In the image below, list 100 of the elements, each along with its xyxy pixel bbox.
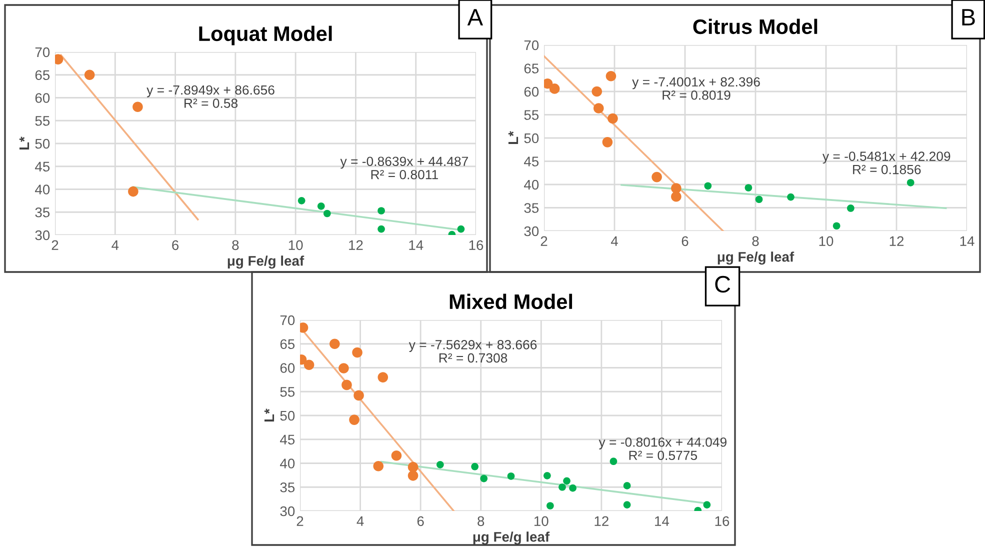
point bbox=[298, 197, 306, 204]
y-tick-label: 60 bbox=[35, 93, 50, 103]
point bbox=[543, 472, 551, 480]
y-tick-label: 30 bbox=[280, 506, 295, 516]
point bbox=[704, 182, 712, 190]
x-tick-label: 10 bbox=[534, 516, 548, 526]
point bbox=[342, 380, 352, 390]
point bbox=[457, 225, 465, 233]
chart-title: Citrus Model bbox=[693, 18, 818, 34]
point bbox=[304, 360, 314, 370]
point bbox=[569, 484, 576, 492]
point bbox=[391, 450, 402, 461]
point bbox=[338, 363, 349, 374]
y-tick-label: 45 bbox=[35, 162, 50, 172]
point bbox=[549, 84, 560, 94]
y-tick-label: 65 bbox=[280, 339, 295, 350]
point bbox=[84, 70, 95, 80]
x-tick-label: 4 bbox=[112, 240, 119, 250]
point bbox=[128, 186, 138, 197]
x-tick-label: 10 bbox=[288, 240, 303, 250]
point bbox=[606, 71, 616, 82]
y-tick-label: 35 bbox=[524, 203, 539, 213]
point bbox=[354, 390, 364, 401]
point bbox=[906, 178, 914, 186]
point bbox=[787, 193, 794, 201]
x-tick-label: 2 bbox=[296, 516, 304, 526]
point bbox=[546, 502, 554, 510]
x-tick-label: 12 bbox=[890, 236, 904, 246]
x-tick-label: 6 bbox=[417, 516, 424, 526]
point bbox=[602, 137, 613, 148]
point bbox=[378, 372, 388, 382]
y-tick-label: 70 bbox=[35, 47, 50, 58]
x-tick-label: 8 bbox=[752, 236, 759, 246]
point bbox=[610, 458, 618, 466]
x-tick-label: 6 bbox=[682, 236, 688, 246]
y-tick-label: 65 bbox=[35, 70, 50, 80]
y-tick-label: 45 bbox=[280, 434, 295, 445]
annotation: y = -7.4001x + 82.396 R² = 0.8019 bbox=[632, 77, 760, 100]
point bbox=[558, 483, 566, 491]
y-tick-label: 55 bbox=[35, 116, 50, 126]
x-tick-label: 10 bbox=[819, 236, 834, 246]
x-tick-label: 12 bbox=[349, 240, 363, 250]
point bbox=[652, 172, 662, 182]
point bbox=[373, 460, 384, 472]
x-tick-label: 8 bbox=[232, 240, 239, 250]
y-tick-label: 70 bbox=[524, 40, 539, 50]
y-tick-label: 40 bbox=[35, 184, 50, 194]
y-tick-label: 50 bbox=[35, 138, 50, 149]
text: C bbox=[715, 276, 730, 293]
point bbox=[832, 222, 840, 230]
y-axis-title: L* bbox=[264, 408, 274, 422]
y-tick-label: 50 bbox=[524, 133, 539, 144]
y-tick-label: 55 bbox=[524, 110, 539, 120]
point bbox=[408, 462, 418, 472]
text: A bbox=[467, 9, 484, 26]
point bbox=[744, 184, 752, 192]
annotation: y = -7.5629x + 83.666 R² = 0.7308 bbox=[408, 340, 537, 363]
point bbox=[480, 474, 488, 482]
y-tick-label: 35 bbox=[35, 207, 50, 218]
x-axis-title: μg Fe/g leaf bbox=[718, 252, 794, 265]
point bbox=[317, 202, 325, 210]
point bbox=[471, 462, 479, 470]
x-axis-title: μg Fe/g leaf bbox=[473, 532, 550, 545]
point bbox=[623, 482, 631, 490]
y-axis-title: L* bbox=[508, 131, 518, 144]
point bbox=[608, 113, 618, 124]
y-tick-label: 40 bbox=[524, 180, 539, 190]
point bbox=[349, 414, 360, 425]
x-tick-label: 12 bbox=[594, 516, 608, 526]
y-tick-label: 55 bbox=[280, 387, 295, 397]
point bbox=[623, 501, 631, 508]
x-axis-title: μg Fe/g leaf bbox=[228, 256, 304, 269]
point bbox=[330, 338, 340, 350]
point bbox=[378, 225, 385, 233]
point bbox=[378, 207, 385, 214]
chart-title: Mixed Model bbox=[450, 294, 572, 310]
point bbox=[592, 86, 602, 97]
point bbox=[352, 347, 362, 358]
point bbox=[671, 191, 682, 202]
point bbox=[507, 472, 515, 480]
x-tick-label: 8 bbox=[478, 516, 484, 526]
y-axis-title: L* bbox=[19, 136, 30, 150]
x-tick-label: 16 bbox=[469, 240, 484, 250]
x-tick-label: 14 bbox=[655, 516, 670, 526]
annotation: y = -7.8949x + 86.656 R² = 0.58 bbox=[146, 85, 274, 108]
annotation: y = -0.5481x + 42.209 R² = 0.1856 bbox=[822, 152, 950, 174]
y-tick-label: 45 bbox=[524, 156, 539, 166]
x-tick-label: 16 bbox=[715, 516, 730, 526]
x-tick-label: 2 bbox=[52, 240, 58, 250]
y-tick-label: 50 bbox=[280, 410, 295, 421]
y-tick-label: 60 bbox=[280, 363, 295, 373]
point bbox=[593, 103, 604, 114]
text: B bbox=[962, 9, 975, 26]
y-tick-label: 30 bbox=[524, 226, 539, 236]
y-tick-label: 70 bbox=[280, 315, 295, 326]
y-tick-label: 30 bbox=[35, 230, 50, 240]
point bbox=[563, 477, 570, 485]
point bbox=[847, 204, 854, 212]
x-tick-label: 14 bbox=[960, 236, 974, 246]
point bbox=[132, 102, 143, 112]
